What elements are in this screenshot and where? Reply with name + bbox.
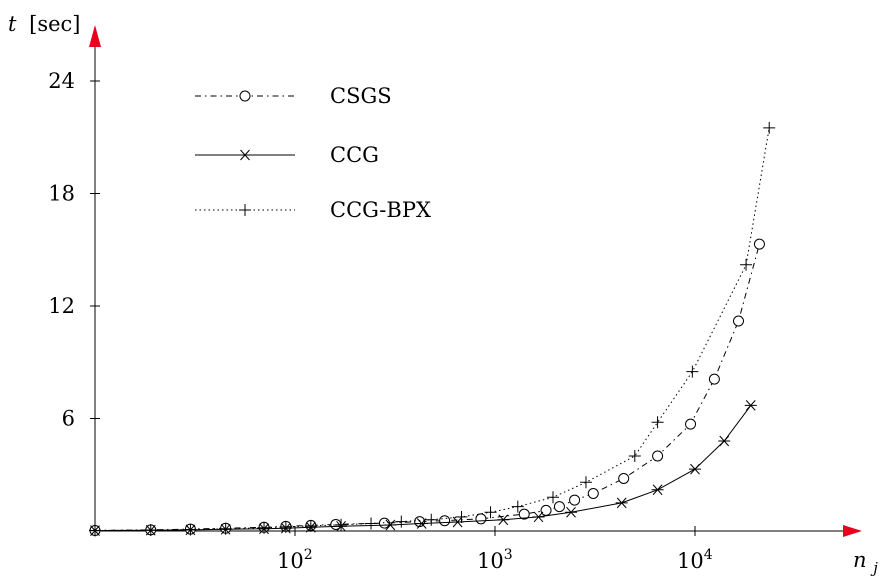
- asterisk-marker-d2: [533, 511, 544, 523]
- asterisk-marker: [615, 497, 628, 509]
- series-line-csgs: [94, 243, 760, 531]
- asterisk-marker-d2: [498, 514, 509, 526]
- asterisk-marker-d2: [452, 516, 463, 528]
- legend-label: CCG-BPX: [330, 198, 431, 222]
- circle-marker: [239, 90, 251, 102]
- x-axis-title: n j: [853, 548, 878, 576]
- x-tick-label: 104: [677, 547, 713, 573]
- plus-marker: [455, 510, 468, 523]
- asterisk-marker-d2: [652, 484, 663, 496]
- legend-entry-csgs: CSGS: [195, 84, 392, 108]
- plus-marker: [335, 518, 348, 531]
- circle-marker: [587, 488, 599, 499]
- plus-marker: [184, 523, 197, 536]
- legend-entry-ccg-bpx: CCG-BPX: [195, 198, 431, 222]
- circle-marker: [378, 517, 390, 529]
- plus-marker: [686, 365, 699, 378]
- legend: CSGS CCG CCG-BPX: [195, 84, 431, 222]
- y-tick-label: 24: [48, 69, 75, 93]
- y-axis-arrow: [89, 25, 101, 47]
- plus-marker: [425, 513, 438, 526]
- asterisk-marker: [239, 149, 251, 161]
- x-axis-subscript: j: [870, 559, 878, 576]
- x-tick-label: 102: [277, 547, 313, 573]
- plus-marker: [89, 524, 101, 537]
- plus-marker: [144, 524, 157, 537]
- plus-marker: [304, 519, 317, 532]
- x-tick-exponent: 3: [504, 547, 513, 563]
- plus-marker: [395, 515, 408, 528]
- circle-marker: [652, 450, 664, 462]
- series-group: [89, 121, 776, 537]
- circle-marker: [553, 501, 565, 513]
- circle-marker: [439, 515, 451, 527]
- asterisk-marker-d2: [385, 519, 396, 531]
- y-axis-variable: t: [8, 12, 17, 36]
- plus-marker: [258, 521, 271, 534]
- circle-marker: [685, 418, 697, 430]
- plus-marker: [740, 258, 753, 271]
- plus-marker: [484, 506, 497, 519]
- circle-marker: [475, 513, 487, 525]
- x-tick-exponent: 4: [704, 547, 713, 563]
- series-csgs: [89, 238, 765, 536]
- y-tick-label: 6: [62, 407, 75, 431]
- circle-marker: [618, 473, 630, 484]
- plus-marker: [763, 121, 776, 134]
- circle-marker: [753, 238, 765, 250]
- x-axis-variable: n: [853, 548, 867, 572]
- asterisk-marker: [384, 519, 397, 531]
- circle-marker: [708, 373, 720, 385]
- legend-entry-ccg: CCG: [195, 143, 379, 167]
- circle-marker: [732, 315, 744, 327]
- plus-marker: [628, 450, 641, 462]
- x-tick-base: 10: [677, 549, 704, 573]
- asterisk-marker-d2: [719, 435, 730, 447]
- asterisk-marker: [565, 506, 578, 518]
- asterisk-marker-d2: [690, 463, 700, 475]
- x-axis-arrow: [843, 525, 862, 537]
- y-tick-label: 18: [48, 182, 75, 206]
- x-tick-exponent: 2: [304, 547, 313, 563]
- asterisk-marker-d2: [745, 400, 756, 411]
- circle-marker: [540, 504, 552, 516]
- asterisk-marker: [532, 511, 545, 523]
- asterisk-marker-d2: [616, 497, 627, 509]
- asterisk-marker: [497, 514, 510, 526]
- y-tick-label: 12: [48, 294, 75, 318]
- legend-label: CCG: [330, 143, 379, 167]
- series-ccg: [89, 400, 757, 536]
- plus-marker: [547, 491, 560, 504]
- asterisk-marker: [651, 484, 664, 496]
- circle-marker: [518, 508, 530, 520]
- legend-label: CSGS: [330, 84, 392, 108]
- plus-marker: [511, 500, 524, 513]
- circle-marker: [569, 494, 581, 506]
- plus-marker: [579, 476, 592, 489]
- series-line-ccg-bpx: [94, 127, 770, 531]
- asterisk-marker-d2: [240, 149, 250, 161]
- plus-marker: [365, 517, 378, 530]
- plus-marker: [239, 204, 251, 216]
- y-axis-title: t [sec]: [8, 12, 81, 36]
- asterisk-marker: [744, 400, 757, 411]
- plus-marker: [219, 522, 232, 535]
- plus-marker: [279, 520, 292, 533]
- asterisk-marker: [689, 463, 701, 475]
- x-tick-base: 10: [477, 549, 504, 573]
- x-tick-label: 103: [477, 547, 513, 573]
- x-tick-base: 10: [277, 549, 304, 573]
- plus-marker: [651, 416, 664, 429]
- y-axis-unit: [sec]: [29, 12, 80, 36]
- series-ccg-bpx: [89, 121, 776, 537]
- series-line-ccg: [94, 405, 752, 532]
- asterisk-marker: [718, 435, 731, 447]
- asterisk-marker-d2: [566, 506, 576, 518]
